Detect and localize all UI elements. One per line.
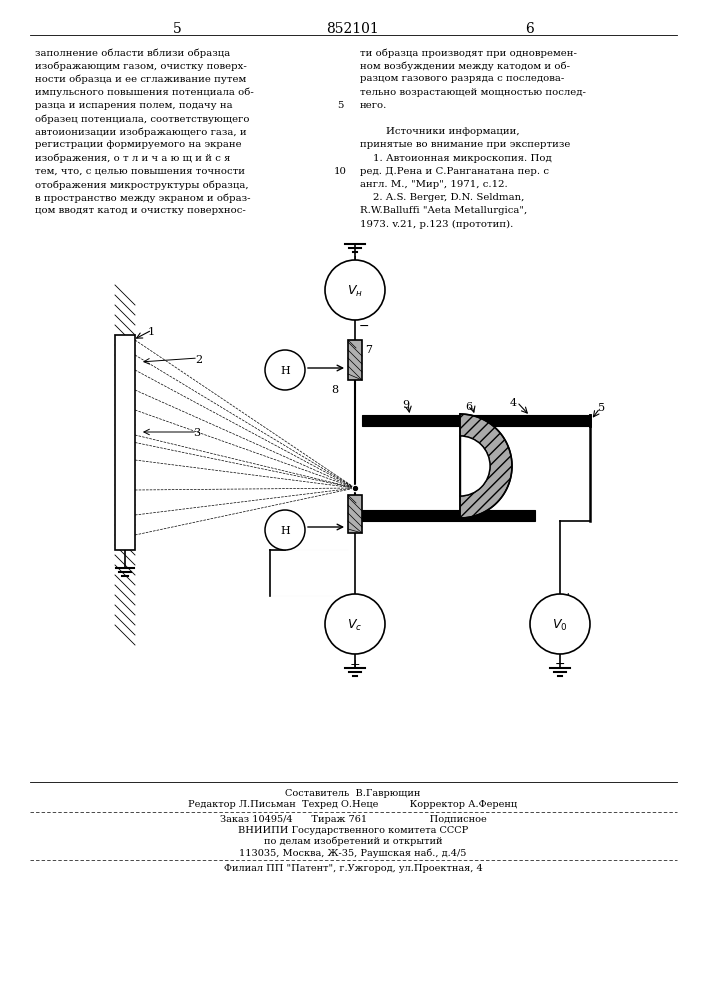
Text: Составитель  В.Гаврющин: Составитель В.Гаврющин bbox=[286, 789, 421, 798]
Text: по делам изобретений и открытий: по делам изобретений и открытий bbox=[264, 837, 443, 846]
Text: тем, что, с целью повышения точности: тем, что, с целью повышения точности bbox=[35, 167, 245, 176]
Point bbox=[349, 480, 361, 496]
Text: разцом газового разряда с последова-: разцом газового разряда с последова- bbox=[360, 74, 564, 83]
Polygon shape bbox=[460, 414, 512, 518]
Text: ном возбуждении между катодом и об-: ном возбуждении между катодом и об- bbox=[360, 61, 570, 71]
Text: 5: 5 bbox=[337, 101, 343, 110]
Circle shape bbox=[325, 260, 385, 320]
Text: регистрации формируемого на экране: регистрации формируемого на экране bbox=[35, 140, 242, 149]
Text: 1973. v.21, p.123 (прототип).: 1973. v.21, p.123 (прототип). bbox=[360, 220, 513, 229]
Text: −: − bbox=[358, 591, 368, 604]
Circle shape bbox=[325, 594, 385, 654]
Text: разца и испарения полем, подачу на: разца и испарения полем, подачу на bbox=[35, 101, 233, 110]
Text: −: − bbox=[359, 320, 370, 333]
Text: него.: него. bbox=[360, 101, 387, 110]
Text: ВНИИПИ Государственного комитета СССР: ВНИИПИ Государственного комитета СССР bbox=[238, 826, 468, 835]
Text: +: + bbox=[350, 254, 361, 267]
Text: +: + bbox=[350, 658, 361, 671]
Text: 6: 6 bbox=[525, 22, 534, 36]
Circle shape bbox=[265, 350, 305, 390]
Text: отображения микроструктуры образца,: отображения микроструктуры образца, bbox=[35, 180, 249, 190]
Text: 5: 5 bbox=[173, 22, 182, 36]
Text: 4: 4 bbox=[510, 398, 517, 408]
Text: ред. Д.Рена и С.Ранганатана пер. с: ред. Д.Рена и С.Ранганатана пер. с bbox=[360, 167, 549, 176]
Text: ти образца производят при одновремен-: ти образца производят при одновремен- bbox=[360, 48, 577, 57]
Text: англ. М., "Мир", 1971, с.12.: англ. М., "Мир", 1971, с.12. bbox=[360, 180, 508, 189]
Text: цом вводят катод и очистку поверхнос-: цом вводят катод и очистку поверхнос- bbox=[35, 206, 246, 215]
Circle shape bbox=[530, 594, 590, 654]
Text: 113035, Москва, Ж-35, Раушская наб., д.4/5: 113035, Москва, Ж-35, Раушская наб., д.4… bbox=[239, 848, 467, 857]
Text: тельно возрастающей мощностью послед-: тельно возрастающей мощностью послед- bbox=[360, 88, 586, 97]
Point bbox=[349, 480, 361, 496]
Text: импульсного повышения потенциала об-: импульсного повышения потенциала об- bbox=[35, 88, 254, 97]
Bar bbox=[348, 340, 362, 380]
Text: 8: 8 bbox=[331, 385, 338, 395]
Text: 6: 6 bbox=[465, 402, 472, 412]
Text: Филиал ПП "Патент", г.Ужгород, ул.Проектная, 4: Филиал ПП "Патент", г.Ужгород, ул.Проект… bbox=[223, 864, 482, 873]
Text: H: H bbox=[280, 526, 290, 536]
Text: 1: 1 bbox=[148, 327, 155, 337]
Text: 9: 9 bbox=[402, 400, 409, 410]
Text: −: − bbox=[555, 658, 566, 671]
Text: в пространство между экраном и образ-: в пространство между экраном и образ- bbox=[35, 193, 250, 203]
Text: 2. A.S. Berger, D.N. Seldman,: 2. A.S. Berger, D.N. Seldman, bbox=[360, 193, 525, 202]
Text: 10: 10 bbox=[334, 167, 346, 176]
Text: 5: 5 bbox=[598, 403, 605, 413]
Text: H: H bbox=[280, 366, 290, 376]
Bar bbox=[362, 415, 590, 426]
Text: 1. Автоионная микроскопия. Под: 1. Автоионная микроскопия. Под bbox=[360, 154, 551, 163]
Text: изображающим газом, очистку поверх-: изображающим газом, очистку поверх- bbox=[35, 61, 247, 71]
Text: +: + bbox=[563, 591, 573, 604]
Text: 2: 2 bbox=[195, 355, 202, 365]
Text: образец потенциала, соответствующего: образец потенциала, соответствующего bbox=[35, 114, 250, 123]
Text: 7: 7 bbox=[365, 345, 372, 355]
Bar bbox=[348, 495, 362, 533]
Text: $V_0$: $V_0$ bbox=[552, 617, 568, 633]
Text: Заказ 10495/4      Тираж 761                    Подписное: Заказ 10495/4 Тираж 761 Подписное bbox=[220, 815, 486, 824]
Text: R.W.Balluffi "Aeta Metallurgica",: R.W.Balluffi "Aeta Metallurgica", bbox=[360, 206, 527, 215]
Text: автоионизации изображающего газа, и: автоионизации изображающего газа, и bbox=[35, 127, 247, 137]
Text: Источники информации,: Источники информации, bbox=[360, 127, 520, 136]
Bar bbox=[115, 335, 135, 550]
Text: заполнение области вблизи образца: заполнение области вблизи образца bbox=[35, 48, 230, 57]
Text: $V_н$: $V_н$ bbox=[347, 283, 363, 299]
Wedge shape bbox=[460, 436, 490, 496]
Text: Редактор Л.Письман  Техред О.Неце          Корректор А.Ференц: Редактор Л.Письман Техред О.Неце Коррект… bbox=[189, 800, 518, 809]
Text: 3: 3 bbox=[193, 428, 200, 438]
Circle shape bbox=[265, 510, 305, 550]
Text: изображения, о т л и ч а ю щ и й с я: изображения, о т л и ч а ю щ и й с я bbox=[35, 154, 230, 163]
Text: ности образца и ее сглаживание путем: ности образца и ее сглаживание путем bbox=[35, 74, 246, 84]
Text: 852101: 852101 bbox=[327, 22, 380, 36]
Bar bbox=[362, 510, 535, 521]
Text: $V_с$: $V_с$ bbox=[347, 617, 363, 633]
Text: принятые во внимание при экспертизе: принятые во внимание при экспертизе bbox=[360, 140, 571, 149]
